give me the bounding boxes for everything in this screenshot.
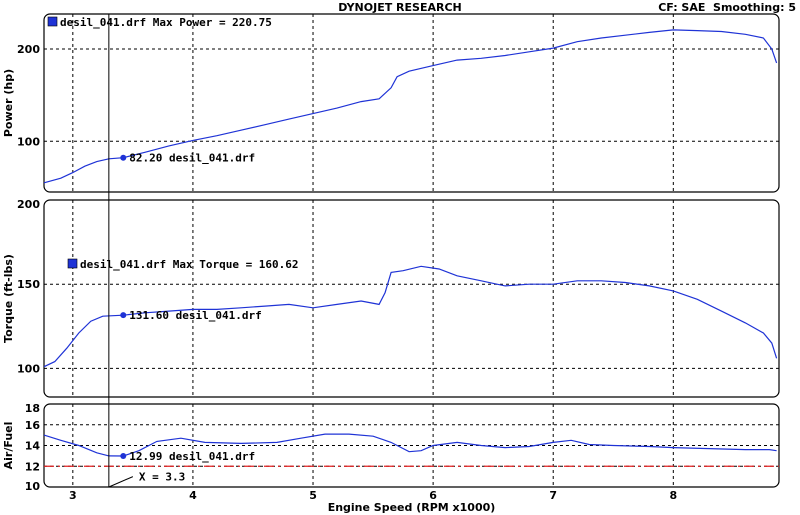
legend-swatch (67, 258, 78, 269)
x-tick-label: 6 (429, 489, 437, 502)
torque-legend-text: desil_041.drf Max Torque = 160.62 (80, 258, 299, 271)
cf-label: CF: SAE (658, 1, 706, 14)
power-legend-text: desil_041.drf Max Power = 220.75 (60, 16, 272, 29)
correction-info: CF: SAE Smoothing: 5 (658, 1, 796, 14)
afr-ylabel: Air/Fuel (2, 422, 15, 470)
torque-panel: 100 150 200 Torque (ft-lbs) desil_041.drf Ma… (2, 198, 780, 398)
power-frame (43, 13, 780, 193)
y-tick-label: 16 (25, 419, 41, 432)
x-tick-label: 3 (69, 489, 77, 502)
y-tick-label: 14 (25, 440, 41, 453)
afr-readout-marker (120, 452, 127, 459)
y-tick-label: 100 (17, 135, 40, 148)
x-axis-title: Engine Speed (RPM x1000) (328, 501, 496, 514)
y-tick-label: 150 (17, 278, 40, 291)
torque-ylabel: Torque (ft-lbs) (2, 254, 15, 343)
x-tick-label: 5 (309, 489, 317, 502)
torque-series-line (43, 265, 778, 368)
y-tick-label: 10 (25, 480, 41, 493)
afr-panel: 10 12 14 16 18 Air/Fuel 12.99 desil_041.drf 3 4 5… (2, 402, 780, 514)
power-ylabel: Power (hp) (2, 69, 15, 137)
chart-title: DYNOJET RESEARCH (338, 1, 462, 14)
afr-series-line (43, 433, 777, 457)
x-tick-label: 8 (669, 489, 677, 502)
x-tick-label: 7 (549, 489, 557, 502)
y-tick-label: 12 (25, 460, 40, 473)
power-readout-marker (120, 154, 127, 161)
y-tick-label: 200 (17, 43, 40, 56)
cursor-readout: X = 3.3 (139, 471, 185, 484)
torque-readout-text: 131.60 desil_041.drf (129, 309, 261, 322)
cursor-leader (108, 476, 134, 488)
power-readout-text: 82.20 desil_041.drf (129, 152, 255, 165)
afr-readout-text: 12.99 desil_041.drf (129, 450, 255, 463)
y-tick-label: 100 (17, 362, 40, 375)
torque-frame (43, 199, 780, 398)
smoothing-label: Smoothing: 5 (713, 1, 796, 14)
y-tick-label: 200 (17, 198, 40, 211)
legend-swatch (47, 16, 58, 27)
y-tick-label: 18 (25, 402, 40, 415)
torque-readout-marker (120, 312, 127, 319)
power-series-line (43, 29, 778, 184)
x-tick-label: 4 (189, 489, 197, 502)
